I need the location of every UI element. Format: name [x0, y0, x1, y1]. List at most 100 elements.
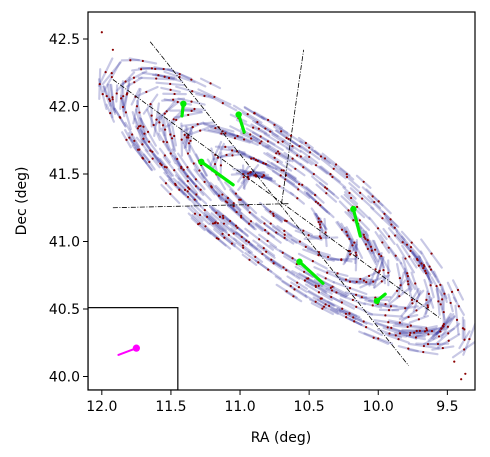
data-point — [317, 217, 320, 220]
data-point — [158, 121, 161, 124]
data-point — [133, 139, 136, 142]
data-point — [203, 208, 206, 212]
data-point — [381, 241, 384, 244]
data-point — [191, 125, 194, 129]
data-point — [164, 182, 168, 185]
data-point — [100, 31, 103, 34]
data-point — [298, 240, 302, 243]
data-point — [410, 298, 414, 301]
data-point — [225, 153, 228, 157]
data-point — [199, 188, 202, 191]
highlight-vectors — [180, 100, 387, 305]
data-point — [266, 140, 270, 143]
data-point — [266, 118, 270, 122]
data-point — [277, 141, 280, 144]
data-point — [348, 287, 352, 290]
x-tick-label: 10.5 — [294, 399, 325, 415]
data-point — [272, 214, 275, 217]
data-point — [165, 141, 169, 144]
data-point — [151, 157, 154, 160]
data-point — [373, 200, 376, 204]
data-point — [234, 192, 238, 195]
data-point — [231, 154, 234, 157]
data-point — [317, 251, 321, 254]
data-point — [398, 321, 401, 324]
data-point — [256, 159, 259, 162]
data-point — [169, 133, 172, 136]
data-point — [270, 258, 273, 261]
data-point — [446, 325, 450, 328]
data-point — [296, 154, 299, 157]
data-point — [399, 284, 402, 287]
data-point — [398, 332, 402, 335]
data-point — [340, 228, 344, 231]
data-point — [192, 162, 195, 165]
data-point — [191, 90, 194, 93]
data-point — [163, 112, 166, 115]
data-point — [326, 271, 329, 274]
data-point — [426, 306, 430, 309]
data-point — [410, 241, 413, 244]
x-tick-label: 11.0 — [224, 399, 255, 415]
data-point — [261, 175, 264, 179]
data-point — [186, 152, 190, 155]
data-point — [108, 98, 111, 101]
data-point — [420, 262, 423, 265]
data-point — [180, 138, 183, 141]
data-point — [301, 183, 304, 186]
data-point — [186, 195, 190, 199]
data-point — [331, 285, 334, 288]
data-point — [335, 291, 338, 294]
data-point — [279, 174, 282, 177]
data-point — [369, 245, 373, 248]
data-point — [245, 239, 248, 242]
data-point — [213, 222, 216, 225]
data-point — [319, 226, 322, 229]
data-point — [344, 312, 348, 315]
data-point — [401, 241, 404, 244]
data-point — [199, 129, 202, 132]
data-point — [317, 291, 321, 294]
data-point — [281, 140, 284, 143]
data-point — [353, 320, 356, 323]
data-point — [409, 331, 412, 335]
data-point — [351, 298, 354, 302]
data-point — [118, 116, 121, 119]
data-point — [215, 237, 218, 240]
data-point — [198, 213, 202, 217]
data-point — [398, 276, 401, 280]
data-point — [380, 280, 383, 283]
data-point — [178, 73, 181, 76]
data-point — [198, 169, 201, 172]
data-point — [383, 212, 386, 215]
data-point — [111, 48, 114, 51]
dashed-lines — [112, 41, 441, 366]
data-point — [291, 257, 294, 260]
data-point — [374, 248, 377, 251]
data-point — [429, 268, 433, 271]
data-point — [122, 95, 125, 98]
data-point — [389, 305, 393, 308]
data-point — [389, 218, 392, 221]
data-point — [186, 190, 189, 193]
data-point — [355, 305, 358, 308]
data-point — [371, 195, 374, 198]
data-point — [422, 350, 425, 354]
data-point — [217, 237, 220, 241]
data-point — [163, 154, 167, 157]
data-point — [141, 59, 144, 63]
data-point — [415, 329, 418, 333]
data-point — [267, 232, 270, 235]
data-point — [267, 268, 270, 271]
data-point — [455, 318, 459, 321]
data-point — [131, 133, 134, 136]
data-point — [275, 231, 278, 234]
data-point — [162, 140, 165, 143]
data-point — [174, 182, 177, 185]
data-point — [221, 214, 225, 217]
reference-vector-head — [132, 344, 140, 352]
data-point — [319, 297, 322, 300]
data-point — [411, 302, 414, 305]
data-point — [111, 98, 114, 101]
data-point — [193, 212, 197, 215]
